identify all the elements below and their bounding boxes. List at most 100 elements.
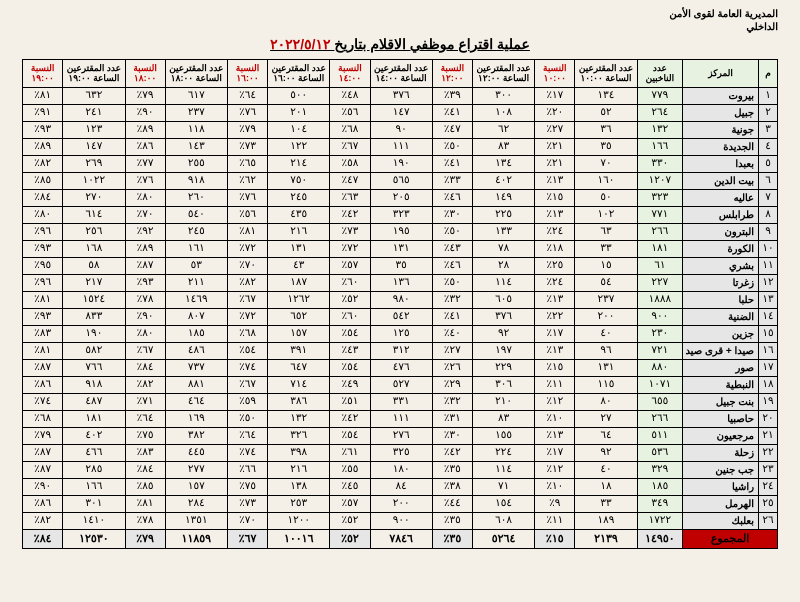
cell-c18: ١٤٦٩ (165, 292, 227, 309)
cell-c16: ٣٨٦ (268, 394, 330, 411)
cell-p14: ٤٢٪ (330, 411, 370, 428)
cell-idx: ١٨ (759, 377, 778, 394)
cell-base: ١٨٥ (637, 479, 683, 496)
cell-p16: ٦٧٪ (227, 377, 267, 394)
cell-c16: ١٥٧ (268, 326, 330, 343)
cell-center: جب جنين (683, 462, 759, 479)
cell-c10: ٢٣٧ (575, 292, 637, 309)
title-date: ٢٠٢٢/٥/١٢ (270, 36, 330, 52)
cell-c18: ٤٨٦ (165, 343, 227, 360)
cell-p10: ١٧٪ (535, 326, 575, 343)
cell-c18: ٨٠٧ (165, 309, 227, 326)
cell-c19: ٢١٧ (63, 275, 125, 292)
cell-p10: ١٥٪ (535, 360, 575, 377)
cell-center: بنت جبيل (683, 394, 759, 411)
cell-c18: ١٣٥١ (165, 513, 227, 530)
table-row: ١٢زغرتا٢٢٧٥٤٢٤٪١١٤٥٠٪١٣٦٦٠٪١٨٧٨٢٪٢١١٩٣٪٢… (23, 275, 778, 292)
cell-c10: ٣٣ (575, 241, 637, 258)
cell-base: ١٨٨٨ (637, 292, 683, 309)
table-row: ١٦صيدا + قرى صيد٧٢١٩٦١٣٪١٩٧٢٧٪٣١٢٤٣٪٣٩١٥… (23, 343, 778, 360)
cell-c14: ٣١٢ (370, 343, 432, 360)
cell-p19: ٨٣٪ (23, 326, 63, 343)
cell-idx: ٢٠ (759, 411, 778, 428)
cell-p16: ٧٢٪ (227, 309, 267, 326)
cell-base: ٢٢٧ (637, 275, 683, 292)
cell-p10: ١٠٪ (535, 479, 575, 496)
cell-p10: ١١٪ (535, 377, 575, 394)
cell-p18: ٨٣٪ (125, 445, 165, 462)
cell-p18: ٨٦٪ (125, 139, 165, 156)
cell-base: ١٦٦ (637, 139, 683, 156)
cell-c19: ٤٠٢ (63, 428, 125, 445)
cell-c18: ٥٤٠ (165, 207, 227, 224)
cell-base: ٢٦٦ (637, 411, 683, 428)
cell-c19: ١٦٦ (63, 479, 125, 496)
table-row: ١٩بنت جبيل٦٥٥٨٠١٢٪٢١٠٣٢٪٣٣١٥١٪٣٨٦٥٩٪٤٦٤٧… (23, 394, 778, 411)
cell-c18: ٣٨٢ (165, 428, 227, 445)
cell-c10: ٧٠ (575, 156, 637, 173)
cell-c12: ٢٨ (472, 258, 534, 275)
cell-c16: ٢١٦ (268, 462, 330, 479)
cell-p16: ٧٣٪ (227, 496, 267, 513)
cell-center: بشري (683, 258, 759, 275)
cell-idx: ١١ (759, 258, 778, 275)
cell-p18: ٦٧٪ (125, 343, 165, 360)
cell-p19: ٨١٪ (23, 292, 63, 309)
cell-idx: ١٧ (759, 360, 778, 377)
cell-c10: ٣٣ (575, 496, 637, 513)
cell-idx: ٢٢ (759, 445, 778, 462)
cell-p14: ٤٧٪ (330, 173, 370, 190)
total-base: ١٤٩٥٠ (637, 530, 683, 549)
cell-c19: ٣٠١ (63, 496, 125, 513)
table-body: ١بيروت٧٧٩١٣٤١٧٪٣٠٠٣٩٪٣٧٦٤٨٪٥٠٠٦٤٪٦١٧٧٩٪٦… (23, 88, 778, 549)
cell-c16: ٧١٤ (268, 377, 330, 394)
total-p14: ٥٢٪ (330, 530, 370, 549)
cell-c12: ٢٢٤ (472, 445, 534, 462)
cell-p18: ٨٠٪ (125, 190, 165, 207)
cell-center: عاليه (683, 190, 759, 207)
cell-c18: ١١٨ (165, 122, 227, 139)
table-row: ٥بعبدا٣٣٠٧٠٢١٪١٣٤٤١٪١٩٠٥٨٪٢١٤٦٥٪٢٥٥٧٧٪٢٦… (23, 156, 778, 173)
cell-p14: ٤٩٪ (330, 377, 370, 394)
org-line1: المديرية العامة لقوى الأمن (22, 8, 778, 21)
cell-p18: ٧٦٪ (125, 173, 165, 190)
cell-center: الهرمل (683, 496, 759, 513)
cell-p19: ٩٣٪ (23, 122, 63, 139)
cell-c18: ٧٣٧ (165, 360, 227, 377)
cell-base: ١٣٢ (637, 122, 683, 139)
cell-base: ٢٣٠ (637, 326, 683, 343)
title-text: عملية اقتراع موظفي الاقلام بتاريخ (334, 36, 529, 52)
cell-p12: ٤٧٪ (432, 122, 472, 139)
cell-c14: ٣٥ (370, 258, 432, 275)
cell-p12: ٣٠٪ (432, 207, 472, 224)
cell-c12: ١٣٤ (472, 156, 534, 173)
th-idx: م (759, 60, 778, 88)
cell-p12: ٣١٪ (432, 411, 472, 428)
cell-c18: ١٨٥ (165, 326, 227, 343)
cell-p16: ٦٧٪ (227, 292, 267, 309)
cell-c12: ٤٠٢ (472, 173, 534, 190)
total-c16: ١٠٠١٦ (268, 530, 330, 549)
cell-p18: ٧٠٪ (125, 207, 165, 224)
cell-p18: ٨٥٪ (125, 479, 165, 496)
total-row: المجموع١٤٩٥٠٢١٣٩١٥٪٥٢٦٤٣٥٪٧٨٤٦٥٢٪١٠٠١٦٦٧… (23, 530, 778, 549)
th-p12: النسبة ١٢:٠٠ (432, 60, 472, 88)
cell-idx: ١٢ (759, 275, 778, 292)
cell-center: زغرتا (683, 275, 759, 292)
cell-center: النبطية (683, 377, 759, 394)
cell-c18: ١٥٧ (165, 479, 227, 496)
cell-c14: ٥٤٢ (370, 309, 432, 326)
cell-center: الضنية (683, 309, 759, 326)
cell-base: ١٠٧١ (637, 377, 683, 394)
cell-base: ٣٤٩ (637, 496, 683, 513)
cell-p14: ٦٨٪ (330, 122, 370, 139)
cell-c19: ١٠٢٢ (63, 173, 125, 190)
cell-p10: ١٣٪ (535, 428, 575, 445)
cell-c16: ٦٤٧ (268, 360, 330, 377)
cell-c12: ٦٢ (472, 122, 534, 139)
total-p19: ٨٤٪ (23, 530, 63, 549)
cell-p16: ٨٢٪ (227, 275, 267, 292)
total-c10: ٢١٣٩ (575, 530, 637, 549)
cell-base: ١٨١ (637, 241, 683, 258)
cell-p18: ٧٥٪ (125, 428, 165, 445)
